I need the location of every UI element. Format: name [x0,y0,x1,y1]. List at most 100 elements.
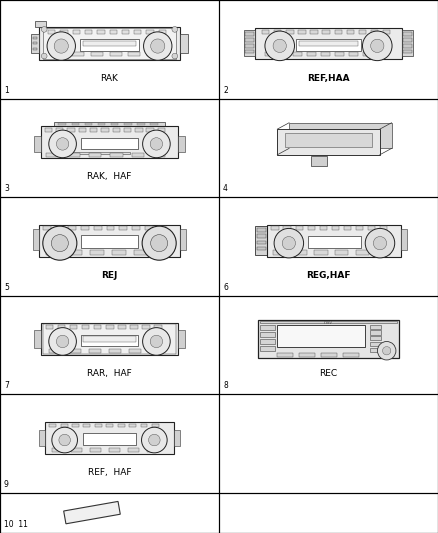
Bar [110,52,121,56]
Bar [122,30,129,34]
Text: 1: 1 [4,86,9,94]
Bar [274,30,282,34]
Bar [124,128,131,132]
Bar [134,250,148,255]
Bar [39,27,180,60]
Bar [322,30,330,34]
Bar [335,250,349,255]
Bar [179,330,185,348]
Text: REJ: REJ [101,271,118,280]
Bar [61,151,130,154]
Bar [298,30,306,34]
Bar [111,123,118,125]
Bar [277,129,380,155]
Bar [159,30,166,34]
Circle shape [41,27,47,32]
Bar [277,325,365,347]
Bar [72,424,79,427]
Circle shape [49,328,76,355]
Bar [135,128,143,132]
Bar [141,424,148,427]
Bar [33,43,37,44]
Bar [113,128,120,132]
Bar [371,30,378,34]
Bar [245,50,254,53]
Bar [80,39,139,51]
Bar [267,224,401,256]
Bar [33,37,37,39]
Bar [73,30,80,34]
Circle shape [57,138,69,150]
Circle shape [373,237,387,250]
Bar [286,133,371,147]
Bar [377,250,390,255]
Bar [34,135,40,151]
Bar [260,321,397,324]
Circle shape [47,32,75,60]
Bar [257,228,266,232]
Bar [153,153,166,157]
Bar [154,326,162,329]
Bar [67,153,80,157]
Bar [56,227,64,230]
Bar [90,250,104,255]
Circle shape [51,235,68,252]
Bar [81,227,89,230]
Bar [245,44,254,47]
Bar [258,320,399,358]
Bar [179,135,185,151]
Bar [134,30,141,34]
Bar [49,349,61,353]
Bar [69,349,81,353]
Bar [43,324,176,354]
Bar [39,430,46,446]
Bar [403,33,412,36]
Bar [137,123,145,125]
Bar [260,339,275,344]
Text: 5: 5 [4,283,9,292]
Circle shape [143,130,170,158]
Bar [131,153,144,157]
Bar [321,52,330,56]
Bar [91,52,103,56]
Text: 2: 2 [223,86,228,94]
Bar [335,30,342,34]
Circle shape [59,434,71,446]
Bar [307,227,315,230]
Bar [78,128,86,132]
Bar [279,52,288,56]
Polygon shape [64,502,120,524]
Text: REC: REC [319,369,338,378]
Bar [71,448,82,452]
Bar [46,326,53,329]
Bar [34,330,40,348]
Bar [52,448,64,452]
Bar [35,21,46,27]
Bar [142,326,149,329]
Circle shape [363,31,392,61]
Bar [145,227,153,230]
Bar [368,227,375,230]
Bar [244,30,254,56]
Bar [89,153,101,157]
Bar [46,153,58,157]
Text: 9: 9 [4,480,9,489]
Circle shape [57,335,69,348]
Bar [273,250,286,255]
Bar [260,332,275,337]
Bar [46,422,173,454]
Bar [58,123,66,125]
Bar [71,123,79,125]
Bar [81,335,138,346]
Bar [130,326,138,329]
Bar [56,128,64,132]
Bar [132,227,140,230]
Bar [152,424,159,427]
Circle shape [172,53,178,59]
Circle shape [265,31,294,61]
Circle shape [382,346,391,355]
Bar [254,28,403,59]
Bar [265,52,274,56]
Bar [380,227,387,230]
Bar [82,326,89,329]
